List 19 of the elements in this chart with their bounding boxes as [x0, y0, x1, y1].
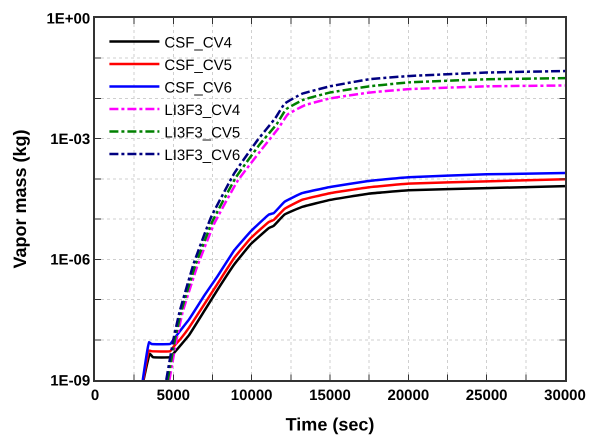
- legend-label: LI3F3_CV4: [164, 102, 240, 119]
- legend-label: CSF_CV5: [164, 56, 232, 74]
- x-tick-label: 30000: [544, 386, 586, 404]
- x-tick-label: 20000: [387, 386, 430, 404]
- x-tick-label: 15000: [309, 386, 351, 404]
- y-tick-label: 1E-09: [50, 372, 90, 390]
- y-tick-label: 1E-06: [50, 252, 90, 269]
- x-tick-label: 10000: [230, 386, 273, 404]
- x-tick-label: 25000: [466, 386, 508, 404]
- legend-label: CSF_CV6: [164, 79, 232, 96]
- y-tick-label: 1E+00: [46, 10, 90, 28]
- y-tick-label: 1E-03: [50, 130, 90, 148]
- y-axis-title: Vapor mass (kg): [10, 129, 30, 269]
- x-axis-title: Time (sec): [286, 414, 374, 434]
- x-tick-label: 0: [90, 386, 100, 404]
- legend-label: CSF_CV4: [164, 34, 232, 52]
- legend-label: LI3F3_CV6: [164, 146, 240, 164]
- x-tick-label: 5000: [156, 386, 190, 404]
- legend-label: LI3F3_CV5: [164, 124, 240, 142]
